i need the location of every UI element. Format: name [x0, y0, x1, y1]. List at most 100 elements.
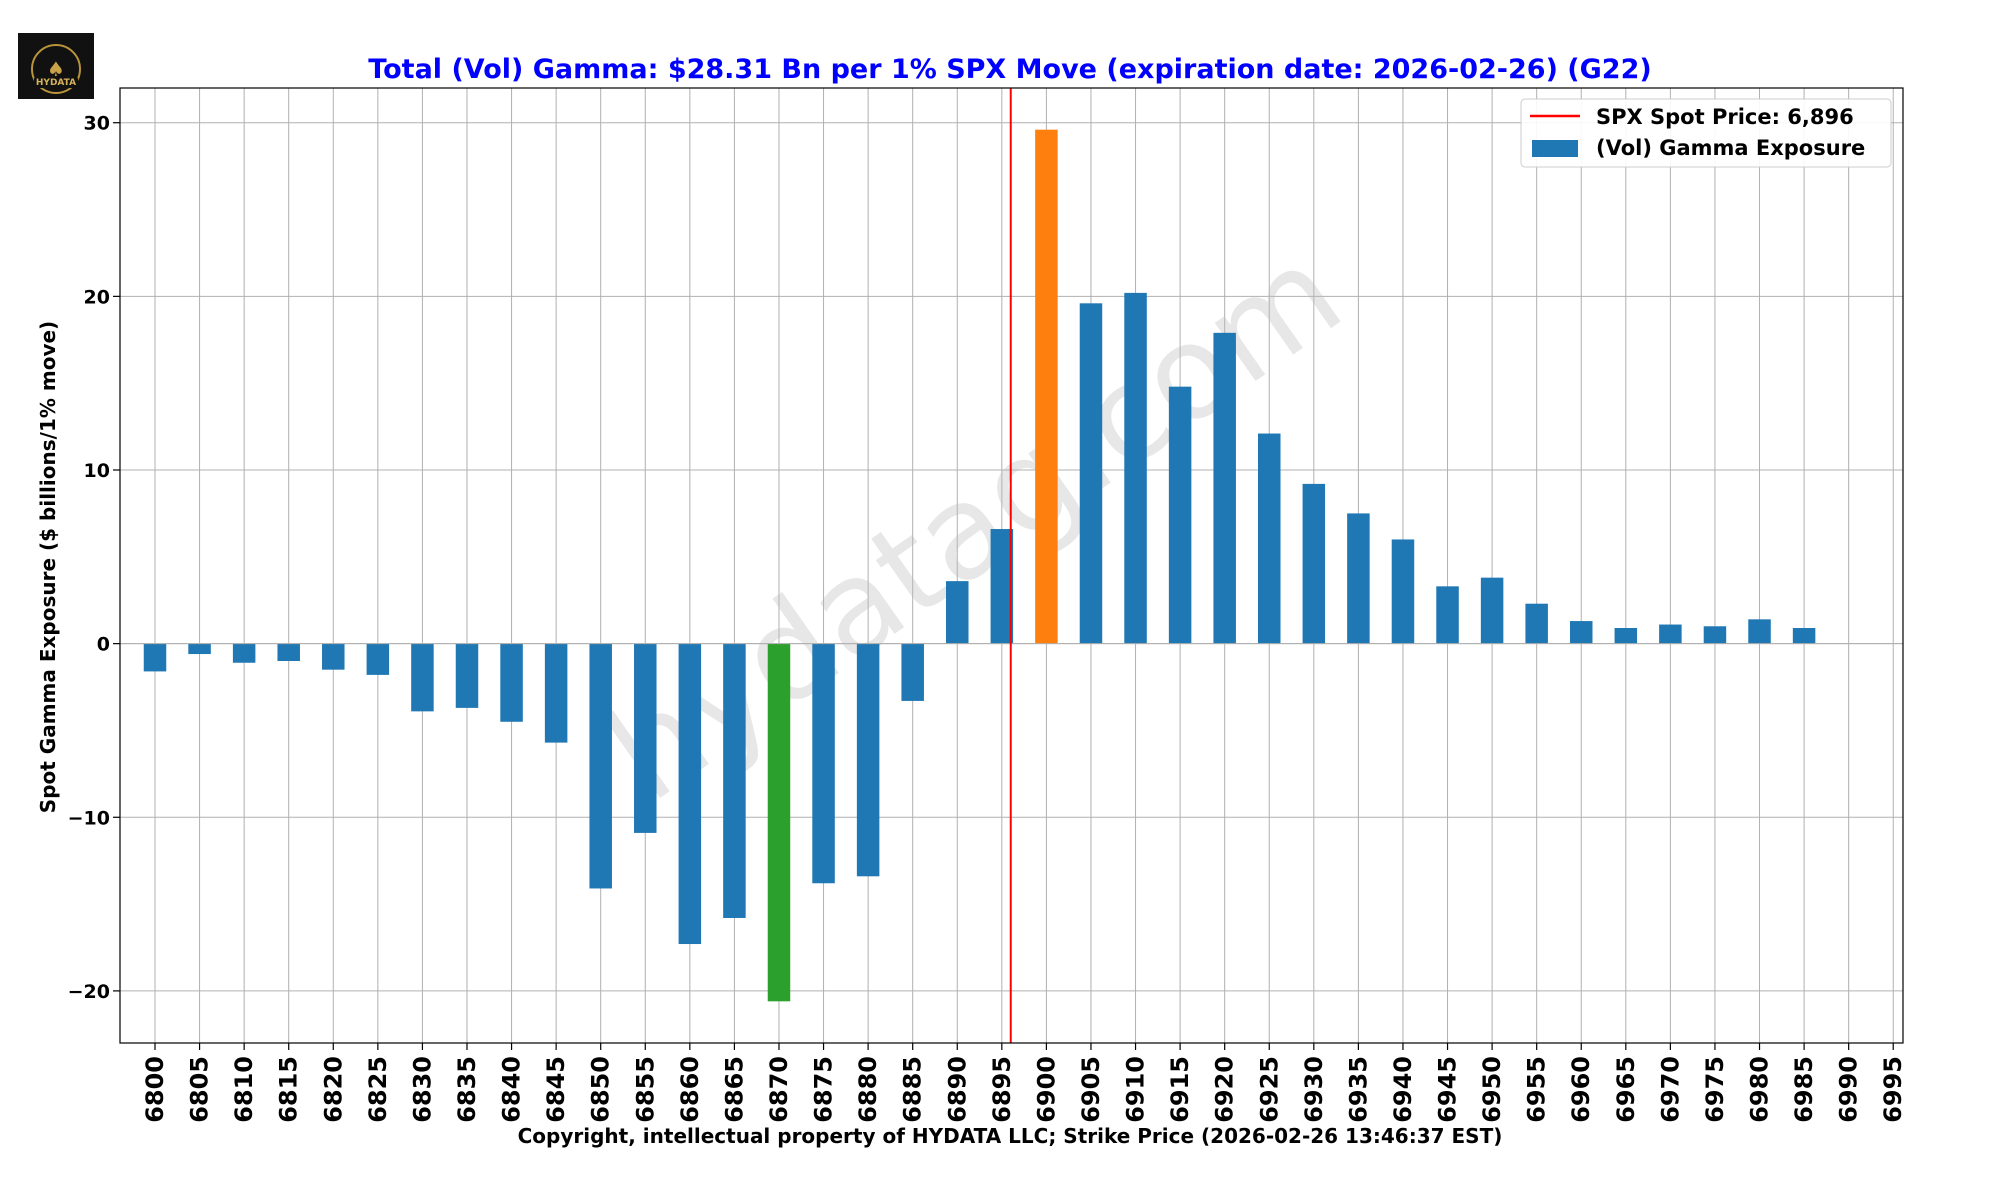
x-tick-label: 6815: [275, 1056, 303, 1123]
bar-6830: [411, 643, 434, 712]
x-tick-label: 6890: [943, 1056, 971, 1123]
x-tick-label: 6955: [1523, 1056, 1551, 1123]
bar-6945: [1436, 586, 1459, 644]
bar-6875: [812, 643, 835, 884]
bar-6845: [544, 643, 568, 743]
x-tick-label: 6880: [854, 1056, 882, 1123]
plot-frame: [119, 87, 1904, 1044]
x-tick-label: 6925: [1255, 1056, 1283, 1123]
y-tick-label: 0: [97, 634, 110, 656]
x-tick-label: 6960: [1567, 1056, 1595, 1123]
hydata-logo: ♠ HYDATA: [18, 33, 94, 99]
x-tick-label: 6865: [720, 1056, 748, 1123]
x-tick-label: 6970: [1656, 1056, 1684, 1123]
x-tick-label: 6950: [1478, 1056, 1506, 1123]
bar-6885: [901, 643, 924, 701]
bar-6965: [1614, 628, 1638, 644]
bar-6855: [634, 643, 657, 833]
y-axis-label: Spot Gamma Exposure ($ billions/1% move): [36, 321, 60, 813]
legend-spot-label: SPX Spot Price: 6,896: [1596, 105, 1854, 129]
bar-6820: [322, 643, 345, 670]
bar-6970: [1659, 624, 1682, 644]
x-tick-label: 6985: [1790, 1056, 1818, 1123]
bar-6835: [455, 643, 479, 708]
legend-gamma-label: (Vol) Gamma Exposure: [1596, 136, 1865, 160]
bar-6915: [1168, 386, 1192, 644]
bar-6825: [366, 643, 390, 675]
bar-6920: [1213, 332, 1236, 644]
y-tick-label: 20: [84, 286, 110, 308]
x-tick-label: 6820: [319, 1056, 347, 1123]
y-axis-ticks: 30 20 10 0 −10 −20: [68, 113, 120, 1003]
x-tick-label: 6915: [1166, 1056, 1194, 1123]
x-tick-label: 6935: [1344, 1056, 1372, 1123]
bar-6950: [1480, 577, 1504, 644]
bar-6960: [1569, 621, 1593, 644]
x-tick-label: 6835: [453, 1056, 481, 1123]
x-tick-label: 6945: [1434, 1056, 1462, 1123]
x-tick-label: 6840: [498, 1056, 526, 1123]
x-tick-label: 6930: [1300, 1056, 1328, 1123]
x-tick-label: 6975: [1701, 1056, 1729, 1123]
bar-6880: [856, 643, 880, 877]
bar-6850: [589, 643, 612, 889]
bar-series: [143, 129, 1816, 1002]
x-tick-label: 6860: [676, 1056, 704, 1123]
x-tick-label: 6810: [230, 1056, 258, 1123]
bar-6860: [678, 643, 702, 945]
y-tick-label: −20: [68, 981, 110, 1003]
bar-6805: [188, 643, 211, 655]
bar-6910: [1124, 292, 1147, 644]
bar-6890: [946, 581, 969, 644]
x-axis-ticks: 6800 6805 6810 6815 6820 6825 6830 6835 6840 6845…: [141, 1043, 1907, 1123]
x-tick-label: 6805: [186, 1056, 214, 1123]
bar-6975: [1703, 626, 1727, 644]
bar-6935: [1347, 513, 1370, 644]
bar-6840: [500, 643, 523, 722]
legend: SPX Spot Price: 6,896 (Vol) Gamma Exposu…: [1520, 98, 1892, 168]
x-tick-label: 6870: [765, 1056, 793, 1123]
x-tick-label: 6850: [587, 1056, 615, 1123]
x-tick-label: 6875: [810, 1056, 838, 1123]
logo-text: HYDATA: [33, 78, 79, 88]
bar-6925: [1258, 433, 1281, 644]
y-tick-label: 30: [84, 113, 110, 135]
x-tick-label: 6920: [1211, 1056, 1239, 1123]
x-tick-label: 6845: [542, 1056, 570, 1123]
legend-gamma-swatch: [1532, 140, 1578, 157]
x-tick-label: 6895: [988, 1056, 1016, 1123]
x-tick-label: 6965: [1612, 1056, 1640, 1123]
x-tick-label: 6900: [1032, 1056, 1060, 1123]
bar-6930: [1302, 483, 1326, 644]
x-tick-label: 6825: [364, 1056, 392, 1123]
bar-6815: [277, 643, 300, 661]
bar-6940: [1391, 539, 1415, 644]
x-tick-label: 6905: [1077, 1056, 1105, 1123]
bar-6870: [767, 643, 791, 1002]
bar-6980: [1748, 619, 1771, 644]
bar-6865: [723, 643, 746, 918]
bull-icon: ♠: [47, 57, 65, 81]
x-tick-label: 6800: [141, 1056, 169, 1123]
bar-6800: [143, 643, 167, 672]
bar-6895: [990, 529, 1014, 644]
x-tick-label: 6940: [1389, 1056, 1417, 1123]
bar-6905: [1079, 303, 1103, 644]
x-tick-label: 6980: [1746, 1056, 1774, 1123]
x-tick-label: 6910: [1122, 1056, 1150, 1123]
x-tick-label: 6885: [899, 1056, 927, 1123]
logo-ring: ♠: [31, 44, 81, 94]
chart-title: Total (Vol) Gamma: $28.31 Bn per 1% SPX …: [368, 54, 1651, 85]
x-axis-label: Copyright, intellectual property of HYDA…: [518, 1124, 1503, 1148]
bar-6900: [1035, 129, 1058, 644]
x-tick-label: 6990: [1835, 1056, 1863, 1123]
x-tick-label: 6830: [408, 1056, 436, 1123]
y-tick-label: 10: [84, 460, 110, 482]
x-tick-label: 6855: [631, 1056, 659, 1123]
y-tick-label: −10: [68, 807, 110, 829]
legend-box: [1520, 98, 1892, 168]
bar-6955: [1525, 603, 1548, 644]
x-tick-label: 6995: [1879, 1056, 1907, 1123]
bar-6985: [1792, 628, 1816, 644]
